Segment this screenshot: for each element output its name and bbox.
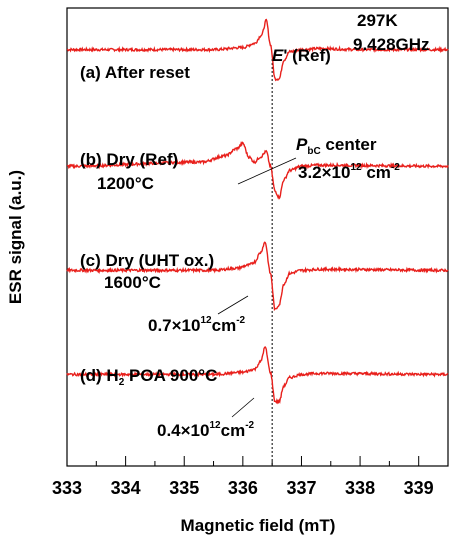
panel-c-leader-line bbox=[217, 295, 249, 315]
x-tick-label: 339 bbox=[404, 478, 434, 498]
x-tick-label: 336 bbox=[228, 478, 258, 498]
panel-b-temperature: 1200°C bbox=[97, 174, 154, 193]
panel-c-temperature: 1600°C bbox=[104, 273, 161, 292]
pbc-leader-line bbox=[237, 157, 297, 185]
frequency-label: 9.428GHz bbox=[353, 35, 430, 54]
series-curves bbox=[66, 18, 449, 405]
series-line-a bbox=[66, 18, 449, 82]
x-tick-label: 338 bbox=[345, 478, 375, 498]
x-tick-label: 335 bbox=[169, 478, 199, 498]
pbc-center-label: PbC center bbox=[296, 135, 377, 157]
temperature-label: 297K bbox=[357, 11, 398, 30]
pbc-density-label: 3.2×1012 cm-2 bbox=[298, 162, 400, 182]
panel-b-label: (b) Dry (Ref) bbox=[80, 150, 178, 169]
x-tick-label: 333 bbox=[52, 478, 82, 498]
x-tick-label: 334 bbox=[111, 478, 141, 498]
panel-d-leader-line bbox=[231, 397, 255, 418]
x-tick-label: 337 bbox=[286, 478, 316, 498]
x-axis-ticks: 333 334 335 336 337 338 339 bbox=[52, 456, 434, 498]
plot-frame bbox=[66, 7, 449, 467]
panel-c-density-label: 0.7×1012cm-2 bbox=[148, 315, 246, 335]
panel-c-label: (c) Dry (UHT ox.) bbox=[80, 251, 214, 270]
panel-a-label: (a) After reset bbox=[80, 63, 190, 82]
series-line-b bbox=[66, 141, 449, 200]
panel-d-label: (d) H2 POA 900°C bbox=[80, 366, 217, 388]
series-line-c bbox=[66, 241, 449, 312]
panel-d-density-label: 0.4×1012cm-2 bbox=[157, 420, 255, 440]
y-axis-title: ESR signal (a.u.) bbox=[6, 170, 25, 304]
series-line-d bbox=[66, 346, 449, 405]
reference-line-label: E' (Ref) bbox=[272, 46, 331, 65]
x-axis-title: Magnetic field (mT) bbox=[181, 516, 336, 535]
